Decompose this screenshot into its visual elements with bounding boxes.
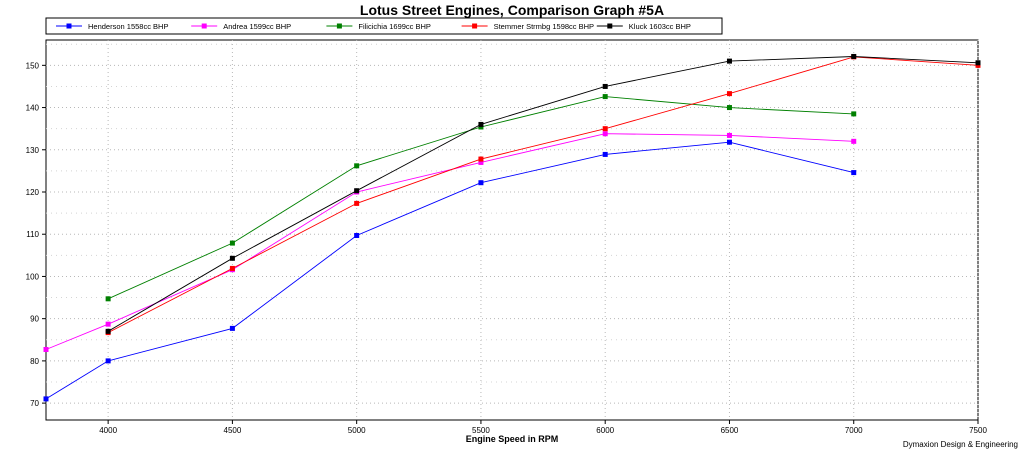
series-2 <box>43 131 857 352</box>
y-tick-label: 120 <box>26 188 40 197</box>
data-point <box>851 53 857 59</box>
legend-item: Stemmer Strmbg 1598cc BHP <box>461 22 594 31</box>
data-point <box>43 396 49 402</box>
axes: 4000 4500 5000 5500 6000 6500 7000 7500 70 80 90 10… <box>26 61 988 435</box>
legend: Henderson 1558cc BHP Andrea 1599cc BHP Fil… <box>45 17 723 35</box>
y-tick-label: 90 <box>30 315 39 324</box>
chart-title: Lotus Street Engines, Comparison Graph #… <box>359 2 665 18</box>
legend-label: Stemmer Strmbg 1598cc BHP <box>494 22 594 31</box>
data-point <box>851 111 857 117</box>
data-point <box>602 83 608 89</box>
legend-label: Andrea 1599cc BHP <box>223 22 291 31</box>
data-point <box>726 105 732 111</box>
data-point <box>602 126 608 132</box>
data-point <box>105 358 111 364</box>
legend-label: Henderson 1558cc BHP <box>88 22 168 31</box>
data-point <box>105 321 111 327</box>
y-tick-label: 70 <box>30 399 39 408</box>
data-point <box>975 62 981 68</box>
data-point <box>478 180 484 186</box>
x-tick-label: 7500 <box>969 426 987 435</box>
series-5 <box>105 53 981 334</box>
y-tick-label: 140 <box>26 104 40 113</box>
data-point <box>43 346 49 352</box>
legend-marker <box>472 23 478 29</box>
data-point <box>478 121 484 127</box>
legend-item: Andrea 1599cc BHP <box>191 22 291 31</box>
data-point <box>726 132 732 138</box>
series-line <box>45 133 854 350</box>
data-point <box>726 58 732 64</box>
legend-box <box>45 17 723 35</box>
data-point <box>229 325 235 331</box>
y-tick-label: 80 <box>30 357 39 366</box>
series-group <box>43 53 981 402</box>
legend-item: Filicichia 1699cc BHP <box>326 22 431 31</box>
data-point <box>354 163 360 169</box>
series-line <box>45 141 854 400</box>
data-point <box>478 124 484 130</box>
x-tick-label: 6000 <box>596 426 614 435</box>
legend-label: Kluck 1603cc BHP <box>629 22 691 31</box>
data-point <box>354 200 360 206</box>
data-point <box>975 60 981 66</box>
series-3 <box>105 94 857 302</box>
y-tick-label: 100 <box>26 272 40 281</box>
y-tick-label: 150 <box>26 61 40 70</box>
y-tick-label: 110 <box>26 230 39 239</box>
legend-marker <box>336 23 342 29</box>
legend-item: Kluck 1603cc BHP <box>596 22 691 31</box>
legend-marker <box>66 23 72 29</box>
x-tick-label: 5500 <box>472 426 490 435</box>
data-point <box>726 91 732 97</box>
grid <box>46 40 979 420</box>
legend-marker <box>607 23 613 29</box>
data-point <box>726 139 732 145</box>
data-point <box>354 188 360 194</box>
legend-label: Filicichia 1699cc BHP <box>358 22 431 31</box>
x-tick-label: 4000 <box>99 426 117 435</box>
x-tick-label: 4500 <box>224 426 242 435</box>
data-point <box>229 265 235 271</box>
legend-item: Henderson 1558cc BHP <box>56 22 168 31</box>
x-tick-label: 5000 <box>348 426 366 435</box>
data-point <box>602 131 608 137</box>
series-line <box>107 56 979 333</box>
data-point <box>478 156 484 162</box>
data-point <box>229 240 235 246</box>
data-point <box>851 138 857 144</box>
x-tick-label: 7000 <box>845 426 863 435</box>
series-1 <box>43 139 857 402</box>
data-point <box>105 328 111 334</box>
plot-area <box>45 39 979 421</box>
data-point <box>478 159 484 165</box>
data-point <box>602 151 608 157</box>
data-point <box>354 232 360 238</box>
series-line <box>107 56 979 332</box>
credit-text: Dymaxion Design & Engineering <box>902 440 1018 449</box>
data-point <box>602 94 608 100</box>
x-axis-label: Engine Speed in RPM <box>466 434 559 444</box>
plot-border <box>45 39 979 421</box>
data-point <box>851 170 857 176</box>
x-tick-label: 6500 <box>721 426 739 435</box>
data-point <box>229 255 235 261</box>
y-tick-label: 130 <box>26 146 40 155</box>
legend-marker <box>201 23 207 29</box>
data-point <box>105 296 111 302</box>
